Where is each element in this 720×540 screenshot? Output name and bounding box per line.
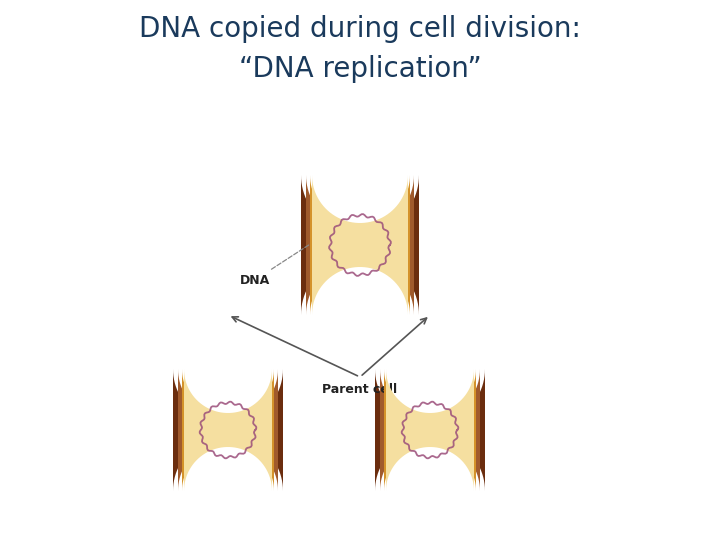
PathPatch shape <box>312 175 408 315</box>
PathPatch shape <box>182 369 274 491</box>
Text: Parent cell: Parent cell <box>323 383 397 396</box>
Text: DNA: DNA <box>240 229 333 287</box>
Text: DNA copied during cell division:: DNA copied during cell division: <box>139 15 581 43</box>
PathPatch shape <box>384 369 476 491</box>
PathPatch shape <box>310 175 410 315</box>
Text: “DNA replication”: “DNA replication” <box>238 55 482 83</box>
PathPatch shape <box>306 175 414 315</box>
PathPatch shape <box>178 369 278 491</box>
PathPatch shape <box>375 369 485 491</box>
PathPatch shape <box>386 369 474 491</box>
PathPatch shape <box>184 369 272 491</box>
PathPatch shape <box>173 369 283 491</box>
PathPatch shape <box>380 369 480 491</box>
PathPatch shape <box>301 175 419 315</box>
